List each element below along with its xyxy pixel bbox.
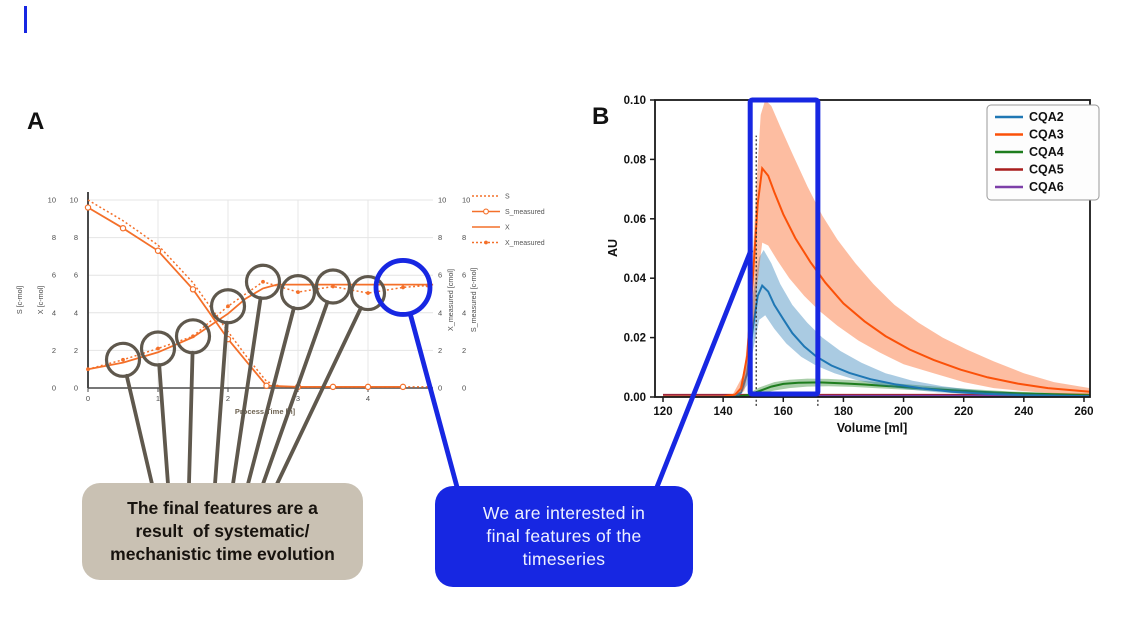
svg-text:10: 10	[438, 196, 446, 205]
svg-text:8: 8	[462, 233, 466, 242]
svg-text:4: 4	[52, 308, 56, 317]
svg-text:6: 6	[462, 271, 466, 280]
svg-text:0: 0	[52, 384, 56, 393]
svg-text:X_measured: X_measured	[505, 240, 545, 247]
svg-text:10: 10	[462, 196, 470, 205]
svg-text:S_measured: S_measured	[505, 209, 545, 216]
svg-text:8: 8	[74, 233, 78, 242]
blue-edge-mark	[24, 6, 27, 33]
svg-text:0.02: 0.02	[624, 333, 646, 345]
svg-text:CQA5: CQA5	[1029, 163, 1064, 177]
svg-text:S: S	[505, 193, 510, 200]
svg-text:0: 0	[86, 394, 90, 403]
svg-text:180: 180	[834, 406, 853, 418]
svg-text:6: 6	[52, 271, 56, 280]
svg-text:3: 3	[296, 394, 300, 403]
y-axis-label: S [c-mol]	[15, 286, 24, 314]
y-axis-label: X [c-mol]	[36, 286, 45, 314]
svg-text:0: 0	[438, 384, 442, 393]
svg-text:4: 4	[74, 308, 78, 317]
svg-text:8: 8	[52, 233, 56, 242]
svg-text:120: 120	[653, 406, 672, 418]
svg-text:8: 8	[438, 233, 442, 242]
svg-text:CQA4: CQA4	[1029, 145, 1064, 159]
svg-text:0.08: 0.08	[624, 154, 647, 166]
svg-text:2: 2	[52, 346, 56, 355]
x-axis-label: Volume [ml]	[837, 421, 908, 435]
x-axis-label: Process Time [h]	[235, 407, 296, 416]
panel-b-label: B	[592, 103, 611, 130]
blue-callout: We are interested in final features of t…	[435, 486, 693, 587]
y-axis-label: X_measured [cmol]	[446, 269, 455, 331]
svg-text:CQA2: CQA2	[1029, 110, 1064, 124]
svg-text:4: 4	[462, 308, 466, 317]
svg-text:CQA3: CQA3	[1029, 128, 1064, 142]
svg-text:1: 1	[156, 394, 160, 403]
tick-labels: 0 0 0 02 2 2 24 4 4 46 6 6 68 8 8 810 10 10 100 1 2 3 4	[48, 196, 471, 404]
svg-text:0.06: 0.06	[624, 214, 646, 226]
svg-text:0.04: 0.04	[624, 273, 647, 285]
axes-spines	[654, 99, 1091, 398]
svg-text:160: 160	[774, 406, 793, 418]
svg-text:2: 2	[462, 346, 466, 355]
svg-text:240: 240	[1014, 406, 1033, 418]
svg-text:4: 4	[366, 394, 370, 403]
legend-b: CQA2 CQA3 CQA4 CQA5 CQA6	[986, 104, 1100, 201]
svg-text:0.10: 0.10	[624, 95, 646, 107]
svg-text:6: 6	[438, 271, 442, 280]
y-axis-label: AU	[606, 239, 620, 257]
chromatogram-chart: 120 140 160 180 200 220 240 260 0.00 0.02 0.04 0.06…	[606, 95, 1100, 435]
CQA2-band	[738, 250, 1090, 397]
svg-text:0: 0	[462, 384, 466, 393]
svg-text:200: 200	[894, 406, 913, 418]
svg-text:0: 0	[74, 384, 78, 393]
legend-a: S S_measured X X_measured	[472, 193, 545, 247]
svg-text:4: 4	[438, 308, 442, 317]
svg-text:260: 260	[1074, 406, 1093, 418]
svg-text:2: 2	[226, 394, 230, 403]
svg-text:2: 2	[74, 346, 78, 355]
svg-text:X: X	[505, 224, 510, 231]
panel-a-label: A	[27, 108, 46, 135]
process-time-chart: 0 0 0 02 2 2 24 4 4 46 6 6 68 8 8 810 10 10 100 1 2 3 4Process…	[15, 192, 545, 416]
svg-text:220: 220	[954, 406, 973, 418]
CQA3-line	[663, 165, 1090, 397]
series	[84, 199, 434, 391]
gray-callout: The final features are a result of syste…	[82, 483, 363, 580]
svg-text:140: 140	[714, 406, 733, 418]
grid	[88, 199, 433, 388]
svg-text:10: 10	[48, 196, 56, 205]
svg-text:6: 6	[74, 271, 78, 280]
y-axis-label: S_measured [c-mol]	[469, 268, 478, 332]
svg-text:10: 10	[70, 196, 78, 205]
svg-text:CQA6: CQA6	[1029, 180, 1064, 194]
svg-text:0.00: 0.00	[624, 392, 646, 404]
svg-text:2: 2	[438, 346, 442, 355]
